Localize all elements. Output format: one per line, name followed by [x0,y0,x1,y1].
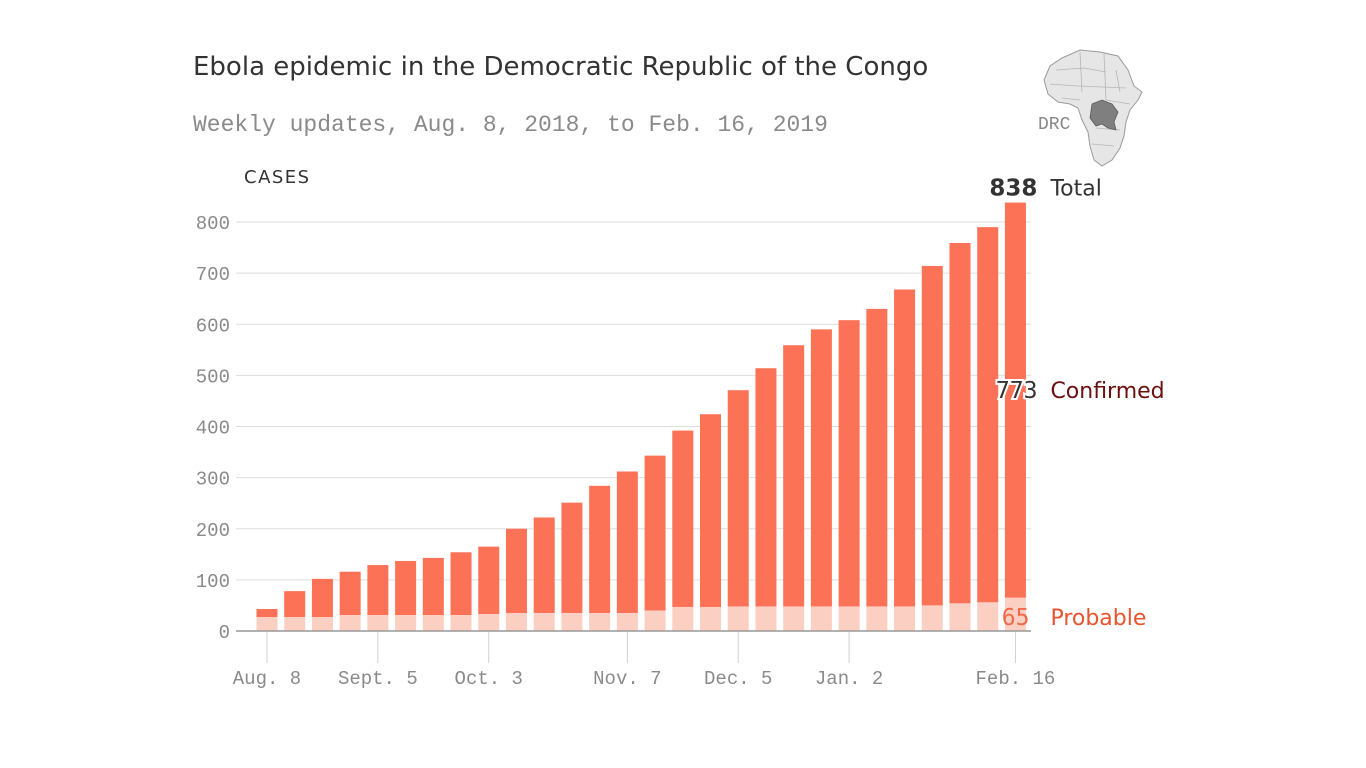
bar-probable [783,606,805,631]
probable-value-label: 65 [1002,605,1030,631]
bar-probable [339,615,361,631]
bar-probable [866,606,888,631]
map-drc-label: DRC [1038,115,1071,135]
bar-probable [589,613,611,631]
x-tick-label: Jan. 2 [815,668,883,690]
y-tick-label: 100 [196,571,230,593]
bar-confirmed [395,560,417,616]
y-tick-label: 0 [219,622,230,644]
y-tick-label: 800 [196,213,230,235]
x-tick-label: Oct. 3 [455,668,523,690]
bar-confirmed [311,578,333,618]
bar-probable [395,615,417,631]
bar-probable [533,613,555,631]
bar-probable [672,606,694,631]
bar-confirmed [977,227,999,603]
bar-confirmed [838,320,860,607]
bar-confirmed [783,345,805,607]
bar-confirmed [505,528,527,614]
bar-confirmed [589,485,611,614]
bar-probable [838,606,860,631]
chart-subtitle: Weekly updates, Aug. 8, 2018, to Feb. 16… [193,112,828,138]
bar-confirmed [450,552,472,616]
total-value-label: 838 [989,176,1037,202]
bar-probable [478,614,500,631]
bar-probable [1004,597,1026,631]
bar-confirmed [866,308,888,607]
bar-probable [700,606,722,631]
bar-probable [644,610,666,631]
bar-confirmed [561,502,583,614]
bar-confirmed [284,591,306,618]
y-tick-label: 400 [196,418,230,440]
bar-probable [727,606,749,631]
bar-confirmed [256,609,278,618]
bar-confirmed [894,289,916,607]
bar-confirmed [700,414,722,607]
x-tick-label: Aug. 8 [233,668,301,690]
bar-confirmed [422,557,444,616]
bar-confirmed [478,546,500,615]
y-tick-label: 600 [196,315,230,337]
chart-title: Ebola epidemic in the Democratic Republi… [193,52,929,82]
annotations: 838 Total 773 Confirmed 65 Probable [989,176,1164,631]
y-tick-label: 300 [196,469,230,491]
bar-probable [921,605,943,631]
axes: Aug. 8 Sept. 5 Oct. 3 Nov. 7 Dec. 5 Jan. 2 Feb… [233,630,1056,690]
bar-confirmed [921,265,943,606]
y-tick-label: 500 [196,366,230,388]
drc-highlight-shape [1089,99,1119,131]
confirmed-series-label: Confirmed [1050,379,1164,404]
bar-probable [616,613,638,631]
bar-confirmed [533,517,555,614]
bar-confirmed [672,430,694,607]
africa-map-icon: DRC [1038,49,1143,167]
y-axis-title: CASES [244,167,311,188]
bar-probable [977,602,999,631]
bar-probable [450,615,472,631]
bar-probable [367,615,389,631]
confirmed-value-label: 773 [996,378,1038,404]
probable-series-label: Probable [1050,606,1146,631]
bar-probable [810,606,832,631]
bar-confirmed [727,390,749,607]
y-tick-label: 700 [196,264,230,286]
bar-confirmed [810,329,832,607]
x-tick-label: Nov. 7 [593,668,661,690]
bar-confirmed [1004,202,1026,598]
x-tick-label: Sept. 5 [338,668,418,690]
bar-probable [256,617,278,631]
y-tick-label: 200 [196,520,230,542]
bar-confirmed [367,565,389,616]
bar-probable [284,617,306,631]
bar-probable [561,613,583,631]
bar-confirmed [339,571,361,616]
total-series-label: Total [1049,177,1101,202]
x-tick-label: Feb. 16 [976,668,1056,690]
bar-probable [894,606,916,631]
bar-confirmed [949,242,971,604]
africa-country-borders [1049,51,1131,147]
bar-probable [422,615,444,631]
bar-confirmed [644,455,666,611]
bar-probable [311,617,333,631]
bar-probable [949,603,971,631]
x-tick-label: Dec. 5 [704,668,772,690]
bar-confirmed [755,368,777,607]
bar-confirmed [616,471,638,614]
bar-probable [755,606,777,631]
bar-probable [505,613,527,631]
bars [256,202,1026,631]
